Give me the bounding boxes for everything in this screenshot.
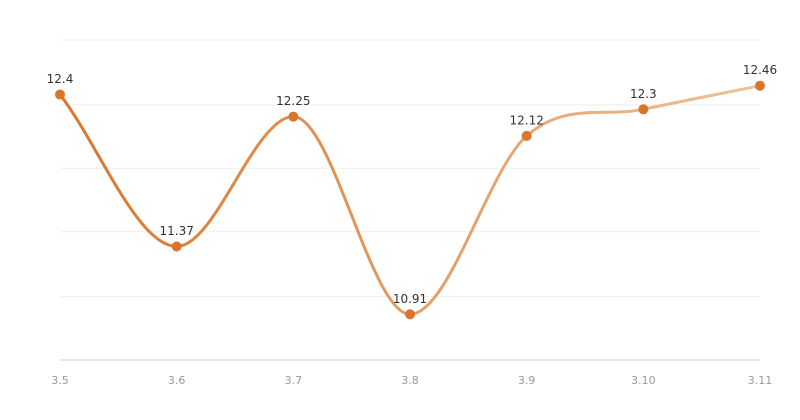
- data-label: 10.91: [393, 292, 427, 306]
- data-label: 12.46: [743, 63, 777, 77]
- x-tick-label: 3.6: [168, 374, 186, 387]
- point: [171, 241, 182, 252]
- data-label: 12.3: [630, 87, 657, 101]
- point: [755, 80, 765, 91]
- point: [638, 104, 649, 115]
- point: [405, 309, 415, 320]
- x-tick-label: 3.8: [401, 374, 419, 387]
- x-tick-label: 3.10: [631, 374, 656, 387]
- point: [288, 111, 299, 122]
- point: [521, 130, 532, 141]
- data-label: 12.4: [47, 72, 74, 86]
- data-label: 11.37: [159, 224, 193, 238]
- data-label: 12.12: [509, 113, 543, 127]
- point: [55, 89, 65, 100]
- x-tick-label: 3.5: [51, 374, 69, 387]
- x-tick-label: 3.11: [748, 374, 773, 387]
- x-tick-label: 3.9: [518, 374, 536, 387]
- x-tick-label: 3.7: [285, 374, 303, 387]
- line: [58, 84, 761, 316]
- data-label: 12.25: [276, 94, 310, 108]
